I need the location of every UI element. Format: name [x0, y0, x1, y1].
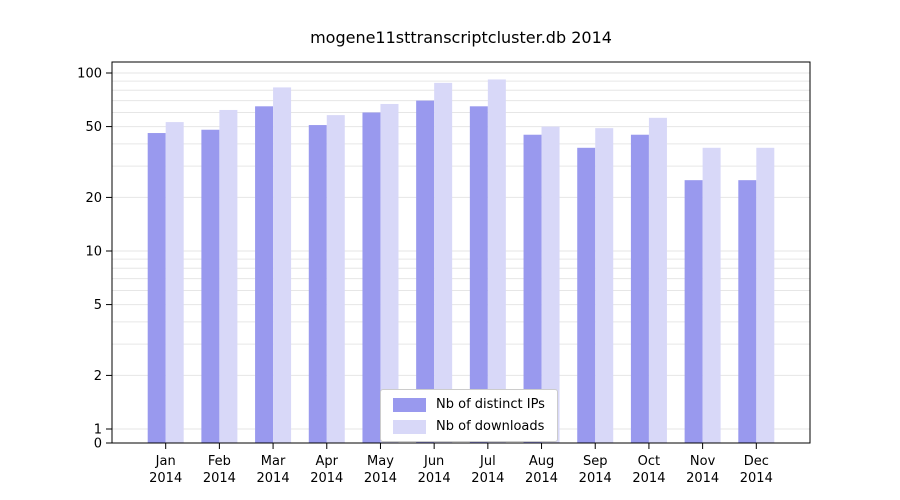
- svg-text:Dec: Dec: [744, 454, 769, 469]
- legend-item-distinct-ips: Nb of distinct IPs: [393, 397, 545, 412]
- legend: Nb of distinct IPs Nb of downloads: [380, 389, 558, 442]
- svg-text:2014: 2014: [471, 471, 504, 486]
- svg-text:1: 1: [94, 423, 102, 438]
- svg-text:Sep: Sep: [583, 454, 608, 469]
- svg-text:Feb: Feb: [208, 454, 231, 469]
- svg-text:2014: 2014: [632, 471, 665, 486]
- svg-text:2014: 2014: [579, 471, 612, 486]
- legend-item-downloads: Nb of downloads: [393, 419, 545, 434]
- svg-text:Apr: Apr: [316, 454, 339, 469]
- svg-text:2014: 2014: [257, 471, 290, 486]
- svg-text:Mar: Mar: [261, 454, 286, 469]
- chart-title: mogene11sttranscriptcluster.db 2014: [310, 28, 612, 47]
- legend-swatch-distinct-ips-icon: [393, 397, 426, 412]
- svg-text:2014: 2014: [740, 471, 773, 486]
- svg-text:Nov: Nov: [690, 454, 716, 469]
- svg-text:100: 100: [77, 67, 102, 82]
- svg-text:Oct: Oct: [638, 454, 660, 469]
- svg-text:50: 50: [85, 120, 102, 135]
- legend-label-downloads: Nb of downloads: [436, 419, 545, 434]
- svg-text:5: 5: [94, 298, 102, 313]
- svg-text:Jan: Jan: [155, 454, 176, 469]
- svg-text:2014: 2014: [525, 471, 558, 486]
- svg-text:Jun: Jun: [423, 454, 444, 469]
- svg-text:May: May: [367, 454, 394, 469]
- svg-text:10: 10: [85, 245, 102, 260]
- svg-text:0: 0: [94, 437, 102, 452]
- legend-swatch-downloads-icon: [393, 419, 426, 434]
- svg-text:Jul: Jul: [479, 454, 496, 469]
- svg-text:2014: 2014: [203, 471, 236, 486]
- svg-text:2014: 2014: [364, 471, 397, 486]
- svg-text:2014: 2014: [418, 471, 451, 486]
- svg-text:Aug: Aug: [529, 454, 554, 469]
- svg-text:2014: 2014: [149, 471, 182, 486]
- svg-text:2014: 2014: [686, 471, 719, 486]
- svg-text:2014: 2014: [310, 471, 343, 486]
- svg-text:2: 2: [94, 369, 102, 384]
- svg-text:20: 20: [85, 191, 102, 206]
- legend-label-distinct-ips: Nb of distinct IPs: [436, 397, 545, 412]
